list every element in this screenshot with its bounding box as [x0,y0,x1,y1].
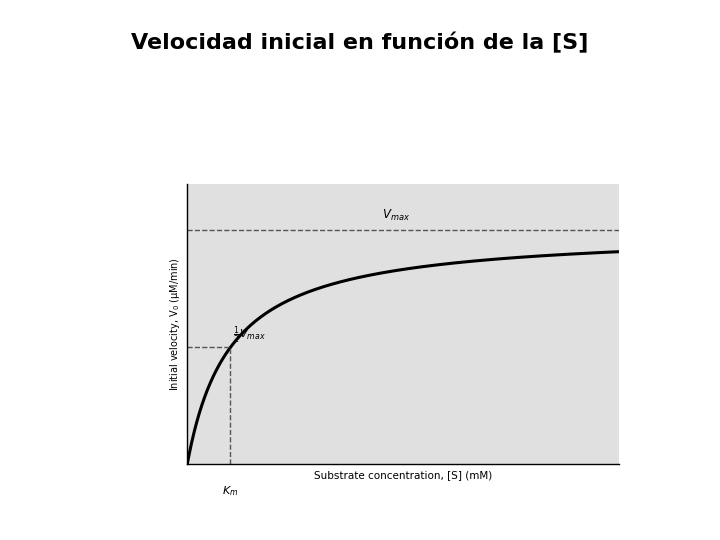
Text: $\frac{1}{2}V_{max}$: $\frac{1}{2}V_{max}$ [233,325,266,346]
Text: $V_{max}$: $V_{max}$ [382,208,410,224]
Text: Velocidad inicial en función de la [S]: Velocidad inicial en función de la [S] [131,32,589,53]
Y-axis label: Initial velocity, V$_0$ (μM/min): Initial velocity, V$_0$ (μM/min) [168,257,181,391]
X-axis label: Substrate concentration, [S] (mM): Substrate concentration, [S] (mM) [314,470,492,480]
Text: $K_m$: $K_m$ [222,484,238,498]
